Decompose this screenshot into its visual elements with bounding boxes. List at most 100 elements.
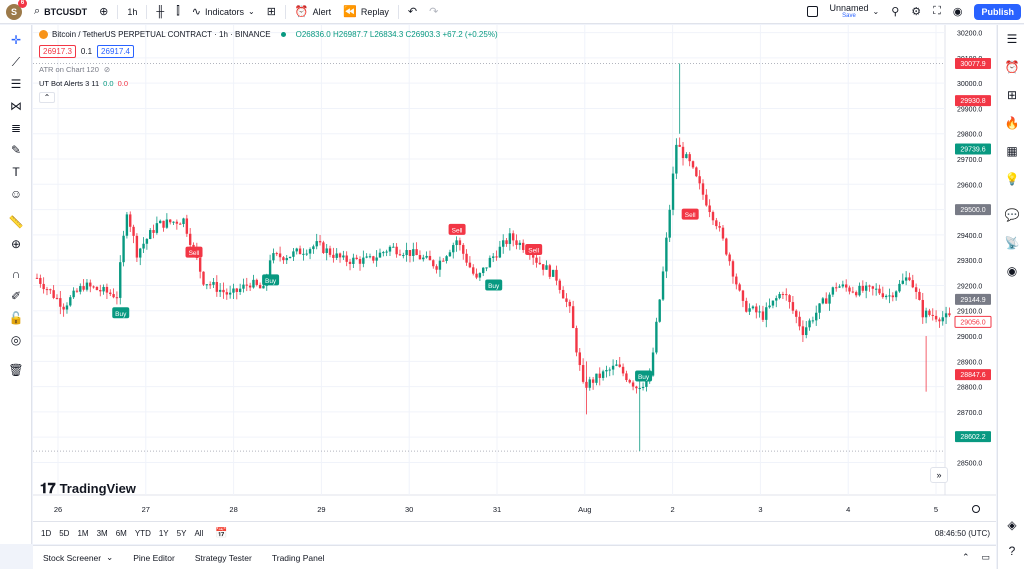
crosshair-icon[interactable]: ✛ [10,33,22,47]
range-ytd[interactable]: YTD [134,528,151,538]
alert-label: Alert [312,6,332,17]
range-5y[interactable]: 5Y [176,528,187,538]
candle-body [668,209,671,238]
tab-pine-editor[interactable]: Pine Editor [123,552,185,563]
chats-icon[interactable]: 💬 [1004,208,1020,222]
price-tick-label: 29800.0 [957,132,982,139]
high-value: 26987.7 [338,30,368,39]
chart-pane[interactable]: 30200.030100.030000.029900.029800.029700… [33,25,996,544]
layers-icon[interactable]: ◈ [1007,518,1017,532]
candle-body [675,144,678,174]
watchlist-icon[interactable]: ☰ [1006,32,1018,46]
range-5d[interactable]: 5D [59,528,70,538]
candle-body [555,269,558,281]
tab-strategy-tester[interactable]: Strategy Tester [185,552,262,563]
quick-search-button[interactable]: ⚲ [885,0,905,24]
emoji-icon[interactable]: ☺ [9,187,23,201]
range-1m[interactable]: 1M [77,528,89,538]
range-1y[interactable]: 1Y [158,528,169,538]
candle-body [142,243,145,249]
fullscreen-button[interactable]: ⛶ [927,0,947,24]
svg-text:Sell: Sell [452,227,463,234]
price-tick-label: 29600.0 [957,182,982,189]
candle-body [888,295,891,297]
undo-button[interactable]: ↶ [402,0,423,24]
candle-body [848,287,851,292]
alerts-icon[interactable]: ⏰ [1004,60,1020,74]
templates-button[interactable]: ⊞ [261,0,282,24]
candle-body [135,235,139,258]
candle-body [508,233,512,244]
chart-type-button[interactable]: ╫ [150,0,170,24]
price-axis-label: 29144.9 [955,293,991,305]
range-3m[interactable]: 3M [96,528,108,538]
pitchfork-icon[interactable]: ⋈ [10,99,22,113]
chart-type-alt-button[interactable]: ⫿ [170,0,186,24]
candle-body [109,292,112,295]
trash-icon[interactable]: 🗑 [8,363,24,377]
candle-body [864,285,868,291]
candle-body [282,257,285,261]
collapse-legend-button[interactable]: ⌃ [39,92,55,103]
candle-body [55,297,59,299]
tradingview-wordmark: TradingView [59,481,136,496]
candle-body [468,262,472,268]
settings-button[interactable]: ⚙ [905,0,927,24]
magnet-icon[interactable]: ∩ [11,267,21,281]
horizontal-lines-icon[interactable]: ☰ [10,77,22,91]
data-window-icon[interactable]: ⊞ [1006,88,1018,102]
range-all[interactable]: All [194,528,204,538]
fib-retracement-icon[interactable]: ≣ [10,121,22,135]
lock-drawing-icon[interactable]: ✐ [10,289,22,303]
time-tick-label: 26 [54,505,62,514]
candle-body [725,238,728,255]
atr-indicator-legend[interactable]: ATR on Chart 120 ⊘ [39,65,110,74]
collapse-panel-icon[interactable]: ⌃ [961,552,970,562]
eye-icon[interactable]: ◎ [10,333,22,347]
ut-bot-indicator-legend[interactable]: UT Bot Alerts 3 11 0.0 0.0 [39,79,128,88]
sell-signal-label: Sell [185,246,203,258]
streams-icon[interactable]: 📡 [1004,236,1020,250]
snapshot-button[interactable]: ◉ [947,0,969,24]
range-6m[interactable]: 6M [115,528,127,538]
candle-body [352,257,355,264]
layout-select[interactable] [801,0,824,24]
buy-button[interactable]: 26917.4 [97,45,134,58]
maximize-panel-icon[interactable]: ▭ [981,552,990,562]
interval-button[interactable]: 1h [121,0,143,24]
compare-button[interactable]: ⊕ [93,0,114,24]
indicators-button[interactable]: ∿ Indicators ⌄ [186,0,261,24]
candle-body [105,286,109,293]
redo-button[interactable]: ↷ [423,0,444,24]
tradingview-logo[interactable]: 𝟏𝟕 TradingView [40,480,136,497]
tab-stock-screener[interactable]: Stock Screener ⌄ [33,552,123,563]
candle-body [545,265,548,270]
sell-button[interactable]: 26917.3 [39,45,76,58]
trend-line-icon[interactable]: ⟋ [11,54,21,69]
ideas-icon[interactable]: 💡 [1004,172,1020,186]
brush-icon[interactable]: ✎ [10,143,22,157]
range-1d[interactable]: 1D [41,528,52,538]
alert-button[interactable]: ⏰ Alert [289,0,337,24]
clock-readout[interactable]: 08:46:50 (UTC) [934,528,990,538]
layout-name-button[interactable]: Unnamed Save ⌄ [824,0,886,24]
eye-hidden-icon[interactable]: ⊘ [103,65,111,74]
notifications-icon[interactable]: ◉ [1006,264,1018,278]
lock-icon[interactable]: 🔓 [8,311,24,325]
candle-body [242,284,245,289]
replay-button[interactable]: ⏪ Replay [337,0,395,24]
price-chart[interactable]: 30200.030100.030000.029900.029800.029700… [33,25,996,544]
ruler-icon[interactable]: 📏 [8,215,24,229]
publish-button[interactable]: Publish [974,3,1021,20]
zoom-in-icon[interactable]: ⊕ [10,237,22,251]
calendar-icon[interactable]: 📅 [215,527,228,539]
help-icon[interactable]: ? [1008,544,1016,558]
symbol-search[interactable]: ⌕ BTCUSDT [28,0,93,24]
scroll-to-realtime-button[interactable]: » [930,467,948,483]
hotlist-icon[interactable]: 🔥 [1004,116,1020,130]
calendar-grid-icon[interactable]: ▦ [1006,144,1018,158]
text-icon[interactable]: T [12,165,20,179]
tab-trading-panel[interactable]: Trading Panel [262,552,335,563]
